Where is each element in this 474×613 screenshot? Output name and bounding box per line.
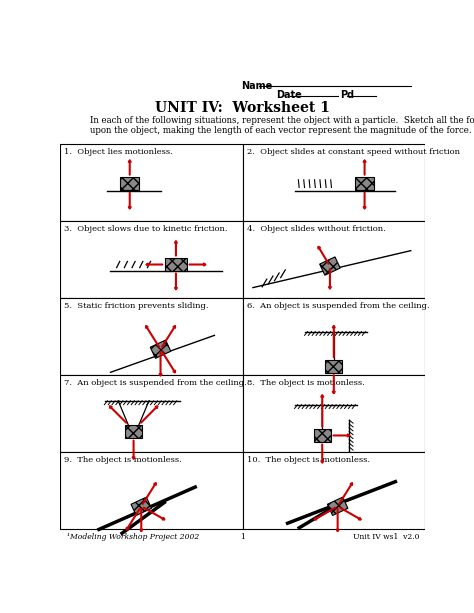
Polygon shape [328, 497, 348, 516]
Text: 8.  The object is motionless.: 8. The object is motionless. [247, 379, 365, 387]
Bar [120, 177, 139, 190]
Bar [61, 452, 243, 530]
Text: 10.  The object is motionless.: 10. The object is motionless. [247, 456, 370, 464]
Text: 5.  Static friction prevents sliding.: 5. Static friction prevents sliding. [64, 302, 209, 310]
Text: 6.  An object is suspended from the ceiling.: 6. An object is suspended from the ceili… [247, 302, 429, 310]
Bar [314, 429, 331, 442]
Bar [61, 145, 243, 221]
Text: UNIT IV:  Worksheet 1: UNIT IV: Worksheet 1 [155, 101, 330, 115]
Bar [243, 299, 425, 375]
Bar [61, 375, 243, 452]
Text: Unit IV ws1  v2.0: Unit IV ws1 v2.0 [353, 533, 419, 541]
Text: In each of the following situations, represent the object with a particle.  Sket: In each of the following situations, rep… [90, 116, 474, 135]
Bar [61, 221, 243, 299]
Bar [325, 360, 342, 373]
Text: Name: Name [241, 82, 273, 91]
Text: 3.  Object slows due to kinetic friction.: 3. Object slows due to kinetic friction. [64, 225, 228, 234]
Text: Date: Date [276, 91, 302, 101]
Bar [243, 452, 425, 530]
Polygon shape [150, 340, 171, 359]
Text: 4.  Object slides without friction.: 4. Object slides without friction. [247, 225, 385, 234]
Polygon shape [319, 257, 340, 275]
Text: 7.  An object is suspended from the ceiling.: 7. An object is suspended from the ceili… [64, 379, 247, 387]
Bar [125, 425, 142, 438]
Text: ¹Modeling Workshop Project 2002: ¹Modeling Workshop Project 2002 [66, 533, 199, 541]
Bar [243, 375, 425, 452]
Bar [165, 258, 187, 271]
Polygon shape [131, 497, 152, 516]
Bar [356, 177, 374, 190]
Bar [243, 221, 425, 299]
Text: 1: 1 [240, 533, 246, 541]
Text: 1.  Object lies motionless.: 1. Object lies motionless. [64, 148, 173, 156]
Text: Pd: Pd [340, 91, 354, 101]
Bar [61, 299, 243, 375]
Text: 9.  The object is motionless.: 9. The object is motionless. [64, 456, 182, 464]
Text: 2.  Object slides at constant speed without friction: 2. Object slides at constant speed witho… [247, 148, 460, 156]
Bar [243, 145, 425, 221]
